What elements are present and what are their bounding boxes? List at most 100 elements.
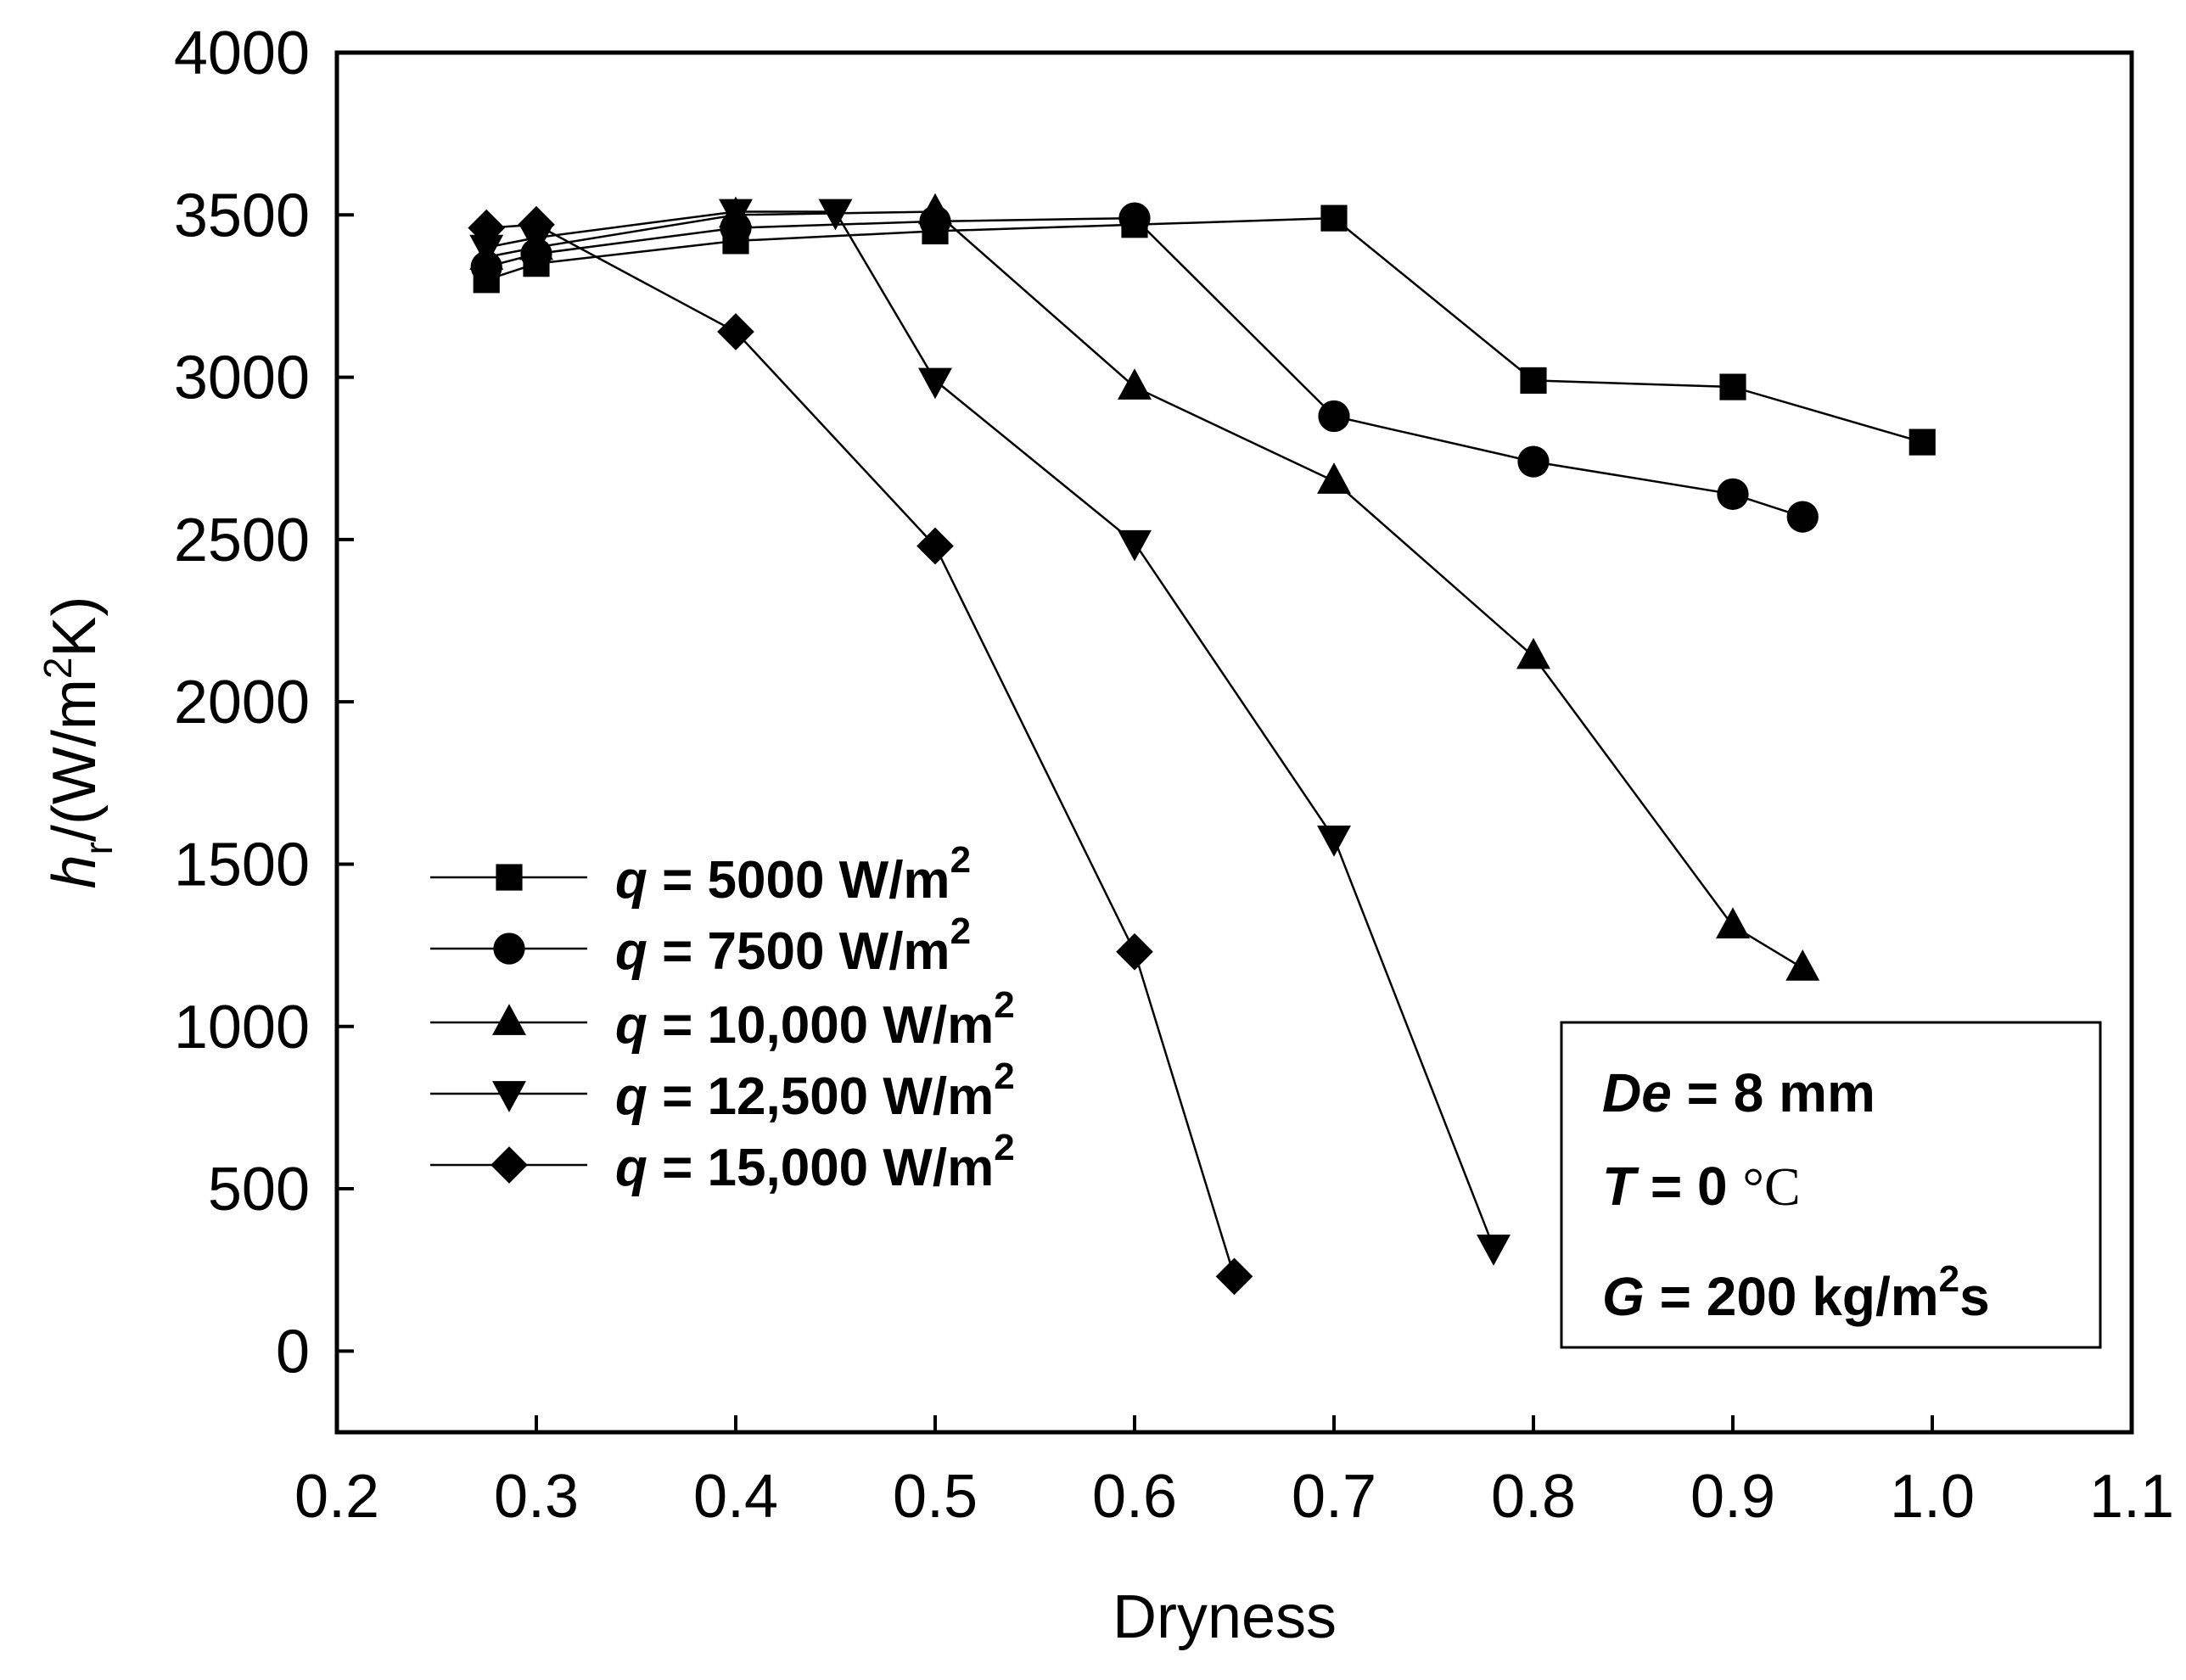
y-axis-title: hr/(W/m2K) <box>36 596 121 889</box>
info-box-frame <box>1560 1021 2102 1349</box>
y-tick-label: 3000 <box>174 344 310 412</box>
legend-label-value: = 15,000 W/m <box>647 1139 994 1197</box>
data-point-circle <box>1717 478 1749 510</box>
data-point-circle <box>1318 400 1350 433</box>
data-point-triangle-up <box>1118 368 1152 400</box>
info-mass-flux-superscript: 2 <box>1939 1258 1959 1300</box>
data-point-square <box>1719 373 1746 400</box>
x-tick-label: 1.1 <box>2089 1463 2174 1531</box>
x-tick-label: 1.0 <box>1890 1463 1975 1531</box>
legend-label: q = 10,000 W/m2 <box>615 984 1015 1055</box>
data-point-diamond <box>518 205 555 244</box>
legend-label-superscript: 2 <box>950 910 971 952</box>
x-tick-label: 0.8 <box>1491 1463 1576 1531</box>
y-axis-ticks: 0 500 1000 1500 2000 2500 3000 3500 4000 <box>174 20 354 1386</box>
info-temperature-unit: °C <box>1742 1156 1800 1217</box>
y-tick-label: 4000 <box>174 20 310 87</box>
y-tick-label: 2000 <box>174 669 310 736</box>
series-layer <box>468 193 1936 1296</box>
info-temperature-var: T <box>1602 1156 1640 1217</box>
legend-marker-square <box>496 864 523 891</box>
data-point-triangle-up <box>1516 637 1550 669</box>
y-tick-label: 2500 <box>174 507 310 574</box>
plot-frame <box>334 50 2134 1435</box>
data-point-circle <box>1517 445 1550 478</box>
data-point-triangle-up <box>1317 462 1351 494</box>
x-tick-label: 0.2 <box>294 1463 379 1531</box>
x-tick-label: 0.5 <box>893 1463 978 1531</box>
legend-label: q = 15,000 W/m2 <box>615 1127 1015 1197</box>
y-tick-label: 500 <box>208 1156 310 1224</box>
legend-label: q = 7500 W/m2 <box>615 910 971 981</box>
y-axis-title-superscript: 2 <box>36 658 80 680</box>
legend-item: q = 7500 W/m2 <box>430 910 971 981</box>
data-point-triangle-up <box>918 193 952 225</box>
y-axis-title-symbol: h <box>41 854 109 888</box>
data-point-triangle-down <box>818 199 853 231</box>
data-point-triangle-down <box>719 199 753 231</box>
legend-label-q: q <box>615 922 647 981</box>
legend-label-superscript: 2 <box>950 839 971 881</box>
legend-label-superscript: 2 <box>994 1127 1014 1168</box>
legend-label-value: = 7500 W/m <box>647 922 950 981</box>
legend-marker-triangle-up <box>492 1004 526 1035</box>
data-point-square <box>1520 367 1547 394</box>
info-mass-flux-unit-end: s <box>1959 1266 1990 1327</box>
data-point-triangle-down <box>1317 826 1351 857</box>
legend-label-value: = 12,500 W/m <box>647 1067 994 1126</box>
legend-label-value: = 10,000 W/m <box>647 996 994 1055</box>
legend-marker-circle <box>493 932 525 965</box>
data-point-diamond <box>468 209 506 247</box>
legend-item: q = 10,000 W/m2 <box>430 984 1015 1055</box>
legend-label-value: = 5000 W/m <box>647 851 950 910</box>
data-point-square <box>1320 204 1348 232</box>
info-box: De = 8 mm T = 0 °C G = 200 kg/m2s <box>1560 1021 2102 1349</box>
info-mass-flux-value: = 200 kg/m <box>1645 1266 1939 1327</box>
data-point-diamond <box>916 527 954 565</box>
data-point-diamond <box>1215 1257 1253 1296</box>
data-point-triangle-down <box>1477 1235 1511 1266</box>
data-point-circle <box>1786 501 1819 533</box>
y-tick-label: 0 <box>276 1318 310 1386</box>
data-point-diamond <box>717 313 754 350</box>
legend-label-q: q <box>615 1139 647 1197</box>
x-tick-label: 0.7 <box>1292 1463 1376 1531</box>
data-point-circle <box>1118 202 1151 234</box>
legend-item: q = 5000 W/m2 <box>430 839 971 910</box>
data-point-triangle-up <box>1785 949 1820 981</box>
info-diameter-var: De <box>1602 1062 1672 1123</box>
legend-label-superscript: 2 <box>994 1056 1014 1097</box>
x-tick-label: 0.6 <box>1092 1463 1177 1531</box>
data-point-triangle-down <box>469 234 504 266</box>
legend-marker-diamond <box>490 1146 528 1184</box>
data-point-triangle-up <box>1716 907 1750 938</box>
x-tick-label: 0.3 <box>494 1463 579 1531</box>
y-tick-label: 1500 <box>174 831 310 899</box>
legend-label-superscript: 2 <box>994 984 1014 1026</box>
legend: q = 5000 W/m2q = 7500 W/m2q = 10,000 W/m… <box>430 839 1015 1197</box>
info-diameter-value: = 8 mm <box>1672 1062 1875 1123</box>
legend-label-q: q <box>615 996 647 1055</box>
series-diamond <box>468 205 1253 1296</box>
x-tick-label: 0.4 <box>693 1463 778 1531</box>
legend-item: q = 15,000 W/m2 <box>430 1127 1015 1197</box>
series-line <box>486 210 1495 1248</box>
info-temperature-value: = 0 <box>1635 1156 1742 1217</box>
y-tick-label: 1000 <box>174 994 310 1061</box>
y-axis-title-subscript: r <box>76 842 121 854</box>
y-axis-title-unit: /(W/m <box>41 679 109 842</box>
info-mass-flux: G = 200 kg/m2s <box>1602 1258 1990 1327</box>
legend-item: q = 12,500 W/m2 <box>430 1056 1015 1126</box>
legend-label-q: q <box>615 851 647 910</box>
legend-marker-triangle-down <box>492 1081 526 1112</box>
data-point-triangle-down <box>918 367 952 400</box>
legend-label: q = 5000 W/m2 <box>615 839 971 910</box>
x-axis-title: Dryness <box>1113 1583 1337 1651</box>
x-axis-ticks: 0.2 0.3 0.4 0.5 0.6 0.7 0.8 0.9 1.0 1.1 <box>294 1415 2174 1531</box>
y-axis-title-unit-end: K) <box>41 596 109 658</box>
info-diameter: De = 8 mm <box>1602 1062 1875 1123</box>
y-tick-label: 3500 <box>174 182 310 249</box>
x-tick-label: 0.9 <box>1690 1463 1775 1531</box>
